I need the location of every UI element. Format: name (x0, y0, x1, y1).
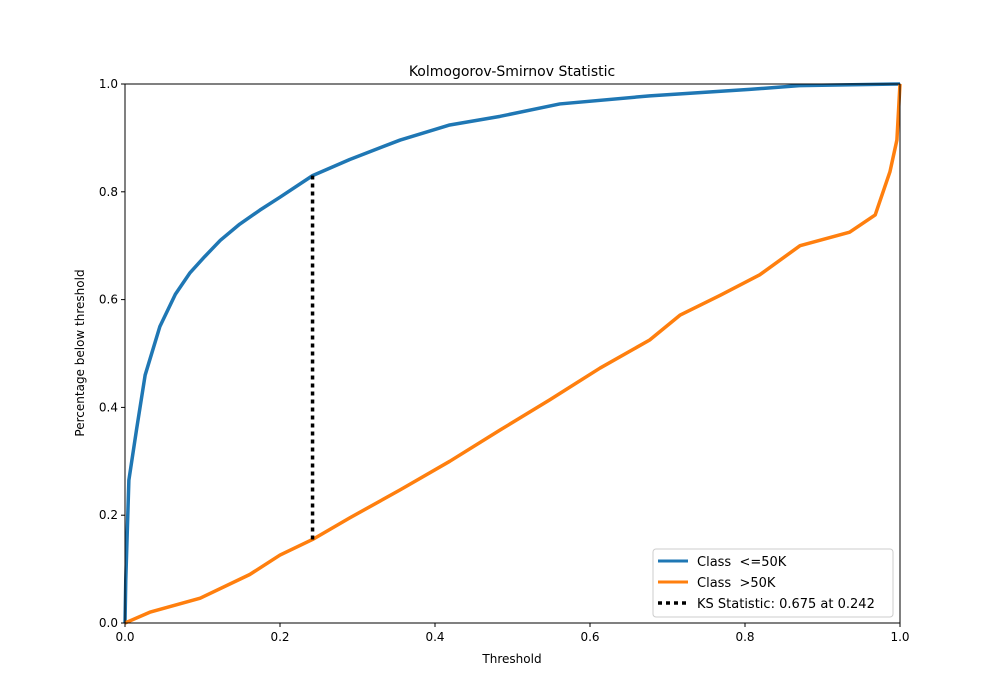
x-axis-label: Threshold (481, 652, 541, 666)
y-tick-label: 0.2 (99, 508, 118, 522)
axes-frame (124, 83, 901, 624)
axes: 0.0 0.2 0.4 0.6 0.8 1.0 0.0 0.2 0.4 0.6 0.8 1.0 (99, 77, 910, 644)
x-tick-label: 0.0 (115, 630, 134, 644)
x-tick-label: 0.8 (735, 630, 754, 644)
legend-box (652, 548, 894, 618)
x-tick-label: 0.4 (425, 630, 444, 644)
x-tick-label: 0.2 (270, 630, 289, 644)
y-tick-label: 1.0 (99, 77, 118, 91)
legend-label-ks-statistic: KS Statistic: 0.675 at 0.242 (697, 597, 875, 612)
chart-title: Kolmogorov-Smirnov Statistic (409, 64, 615, 80)
series-line-0 (123, 82, 901, 624)
y-tick-label: 0.4 (99, 400, 118, 414)
y-tick-label: 0.0 (99, 616, 118, 630)
x-tick-label: 1.0 (890, 630, 909, 644)
series-line-1 (124, 83, 902, 625)
y-tick-label: 0.6 (99, 293, 118, 307)
legend: Class <=50K Class >50K KS Statistic: 0.6… (652, 548, 894, 618)
y-tick-label: 0.8 (99, 185, 118, 199)
legend-label-class-gt-50k: Class >50K (697, 576, 776, 591)
y-axis-label: Percentage below threshold (73, 269, 87, 436)
plot-area (123, 82, 902, 625)
legend-label-class-le-50k: Class <=50K (697, 555, 787, 570)
x-tick-label: 0.6 (580, 630, 599, 644)
